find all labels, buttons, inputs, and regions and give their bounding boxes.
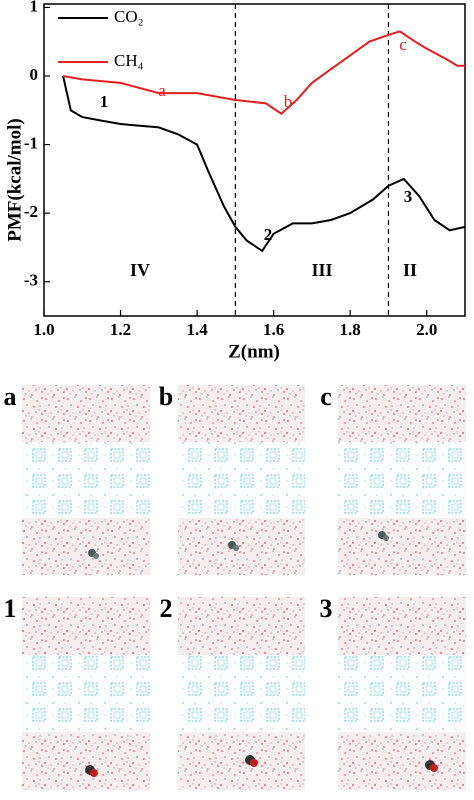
snapshot-bottom-layer (338, 518, 466, 575)
annotation: 2 (264, 225, 273, 244)
annotation: IV (130, 260, 150, 280)
molecule (383, 535, 389, 541)
panel-label: 1 (4, 594, 17, 623)
panel-label: c (320, 382, 332, 411)
y-tick-label: -2 (24, 202, 38, 221)
y-tick-label: -3 (24, 271, 38, 290)
snapshot-panel (22, 597, 150, 790)
y-tick-label: 0 (30, 65, 39, 84)
snapshot-panel (178, 597, 305, 790)
x-tick-label: 1.4 (186, 320, 208, 339)
annotation: 3 (404, 187, 413, 206)
panel-label: 3 (320, 594, 333, 623)
molecule (90, 769, 98, 777)
data-line (62, 30, 465, 115)
x-tick-label: 2.0 (416, 320, 437, 339)
annotation: III (311, 260, 332, 280)
snapshot-panel (178, 385, 305, 575)
snapshot-top-layer (22, 385, 150, 442)
annotation: II (403, 260, 417, 280)
x-tick-label: 1.0 (33, 320, 54, 339)
y-tick-label: -1 (24, 133, 38, 152)
snapshot-panel (22, 385, 150, 575)
snapshot-bottom-layer (178, 732, 305, 790)
molecule (430, 764, 438, 772)
snapshot-panel (338, 385, 466, 575)
molecule (93, 553, 99, 559)
snapshot-top-layer (178, 597, 305, 655)
annotation: a (158, 81, 166, 100)
data-line (62, 75, 466, 253)
y-tick-label: 1 (30, 0, 39, 15)
annotation: c (399, 35, 407, 54)
x-axis-label: Z(nm) (228, 341, 280, 362)
snapshot-top-layer (338, 597, 466, 655)
snapshot-bottom-layer (178, 518, 305, 575)
x-tick-label: 1.6 (263, 320, 284, 339)
snapshot-top-layer (22, 597, 150, 655)
snapshot-bottom-layer (22, 732, 150, 790)
annotation: b (284, 92, 293, 111)
snapshot-top-layer (178, 385, 305, 442)
snapshot-top-layer (338, 385, 466, 442)
snapshot-panel (338, 597, 466, 790)
x-tick-label: 1.8 (340, 320, 361, 339)
panel-label: 2 (160, 594, 173, 623)
x-tick-label: 1.2 (110, 320, 131, 339)
y-axis-label: PMF(kcal/mol) (4, 118, 25, 241)
molecule (233, 545, 239, 551)
snapshot-bottom-layer (338, 732, 466, 790)
snapshot-bottom-layer (22, 518, 150, 575)
molecule (250, 759, 258, 767)
panel-label: a (4, 382, 17, 411)
plot-frame (43, 3, 466, 317)
annotation: 1 (100, 92, 109, 111)
legend-label: CO₂ (114, 7, 144, 26)
panel-label: b (159, 382, 173, 411)
legend-label: CH₄ (114, 51, 144, 70)
